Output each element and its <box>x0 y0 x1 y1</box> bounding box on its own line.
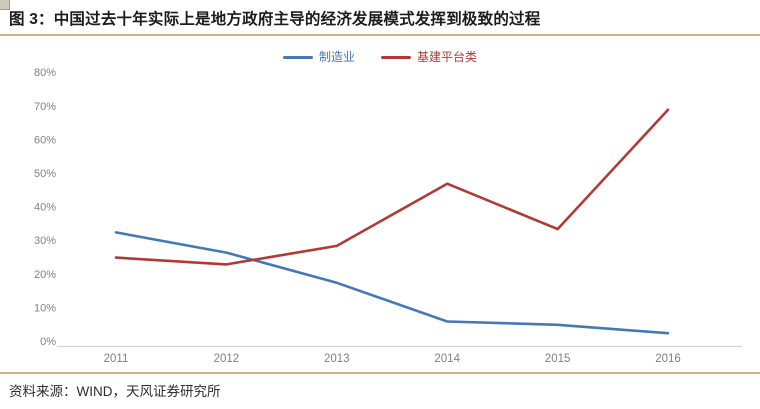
legend-label: 制造业 <box>318 50 355 64</box>
source-note: 资料来源：WIND，天风证券研究所 <box>9 384 221 399</box>
x-tick-label: 2013 <box>324 353 350 365</box>
y-tick-label: 60% <box>34 134 56 146</box>
title-divider-rule <box>0 34 760 36</box>
legend-swatch-icon <box>282 55 313 59</box>
x-tick-label: 2011 <box>104 353 129 365</box>
y-tick-label: 0% <box>40 336 56 348</box>
page-corner-chip <box>0 0 10 10</box>
y-tick-label: 80% <box>34 67 56 79</box>
series-line-0 <box>114 231 670 335</box>
x-tick-label: 2015 <box>545 353 571 365</box>
legend-label: 基建平台类 <box>417 50 478 64</box>
series-line-1 <box>114 108 670 266</box>
y-tick-label: 30% <box>34 235 56 247</box>
legend-item-0: 制造业 <box>282 50 355 64</box>
chart-legend: 制造业 基建平台类 <box>0 51 760 63</box>
legend-item-1: 基建平台类 <box>381 51 477 63</box>
y-tick-label: 10% <box>34 302 56 314</box>
x-tick-label: 2016 <box>655 353 681 365</box>
y-tick-label: 70% <box>34 101 56 113</box>
y-tick-label: 40% <box>34 202 56 214</box>
legend-swatch-icon <box>381 55 411 59</box>
y-tick-label: 50% <box>34 168 56 180</box>
x-tick-label: 2014 <box>434 353 460 365</box>
y-tick-label: 20% <box>34 269 56 281</box>
figure-title: 图 3：中国过去十年实际上是地方政府主导的经济发展模式发挥到极致的过程 <box>9 11 541 28</box>
x-tick-label: 2012 <box>214 353 240 365</box>
source-divider-rule <box>0 372 760 374</box>
